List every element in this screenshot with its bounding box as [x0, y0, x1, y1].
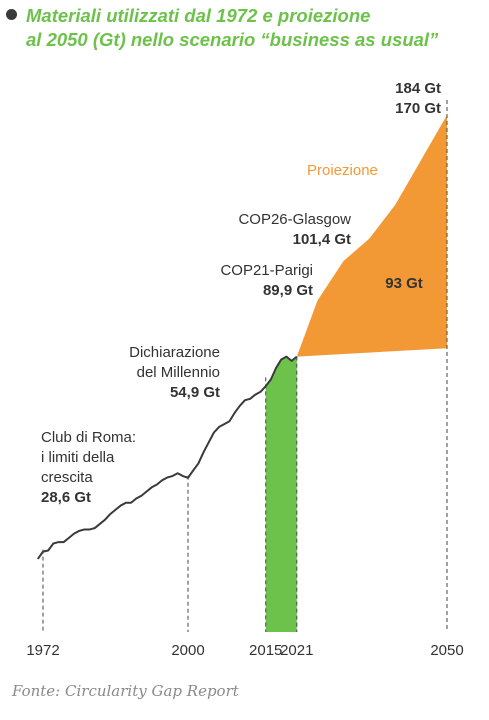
- dashed-guides: [42, 100, 448, 632]
- projection-2050-second-value: 170 Gt: [395, 100, 441, 117]
- dichiarazione-label-line-2: del Millennio: [137, 364, 220, 381]
- title-bullet: [6, 9, 17, 20]
- source-note: Fonte: Circularity Gap Report: [12, 682, 239, 700]
- club-di-roma-value: 28,6 Gt: [41, 489, 91, 506]
- club-di-roma-label-line-2: i limiti della: [41, 449, 115, 466]
- projection-2050-top-value: 184 Gt: [395, 80, 441, 97]
- area-2015-2021: [265, 356, 297, 632]
- chart-title: Materiali utilizzati dal 1972 e proiezio…: [26, 4, 481, 52]
- cop26-value: 101,4 Gt: [293, 231, 351, 248]
- cop21-value: 89,9 Gt: [263, 282, 313, 299]
- dichiarazione-label-line-1: Dichiarazione: [129, 344, 220, 361]
- x-tick-2050: 2050: [430, 642, 463, 659]
- projection-2050-low-value: 93 Gt: [385, 275, 423, 292]
- chart-title-line-2: al 2050 (Gt) nello scenario “business as…: [26, 29, 439, 50]
- x-tick-2000: 2000: [171, 642, 204, 659]
- x-tick-2021: 2021: [280, 642, 313, 659]
- chart-lines: [37, 355, 298, 560]
- chart-areas: [265, 115, 447, 632]
- club-di-roma-label-line-3: crescita: [41, 469, 93, 486]
- dichiarazione-value: 54,9 Gt: [170, 384, 220, 401]
- cop26-label: COP26-Glasgow: [238, 211, 351, 228]
- chart-title-line-1: Materiali utilizzati dal 1972 e proiezio…: [26, 5, 371, 26]
- projection-area: [296, 115, 447, 357]
- x-tick-2015: 2015: [249, 642, 282, 659]
- cop21-label: COP21-Parigi: [220, 262, 313, 279]
- x-tick-1972: 1972: [26, 642, 59, 659]
- history-line: [37, 355, 298, 560]
- club-di-roma-label-line-1: Club di Roma:: [41, 429, 136, 446]
- proiezione-label: Proiezione: [307, 162, 378, 179]
